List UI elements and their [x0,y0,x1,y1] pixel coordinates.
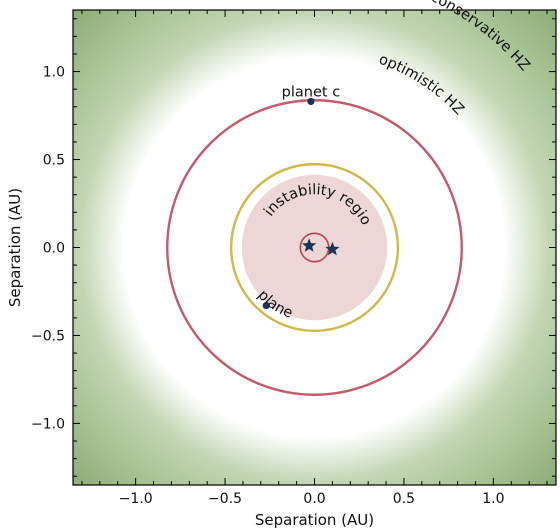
x-tick-label: −1.0 [119,491,153,507]
y-tick-label: 1.0 [43,65,65,81]
planet-marker-b [262,301,270,310]
y-tick-label: −0.5 [31,328,65,344]
x-tick-label: −0.5 [208,491,242,507]
planet-marker-c [307,97,315,106]
star-marker-1 [302,238,317,252]
stability-limit-circle [229,162,400,333]
x-tick-label: 1.0 [482,491,504,507]
instability-region [241,174,388,321]
axis-ticks [73,10,556,485]
y-tick-label: −1.0 [31,416,65,432]
planet-c-orbit-circle [166,99,463,396]
star-marker-2 [325,241,340,256]
x-axis-label: Separation (AU) [255,511,374,529]
y-tick-label: 0.5 [43,153,65,169]
y-axis-label: Separation (AU) [6,188,24,307]
x-tick-label: 0.0 [303,491,325,507]
planet-c-label: planet c [282,84,341,100]
x-tick-label: 0.5 [393,491,415,507]
y-tick-label: 0.0 [43,241,65,257]
